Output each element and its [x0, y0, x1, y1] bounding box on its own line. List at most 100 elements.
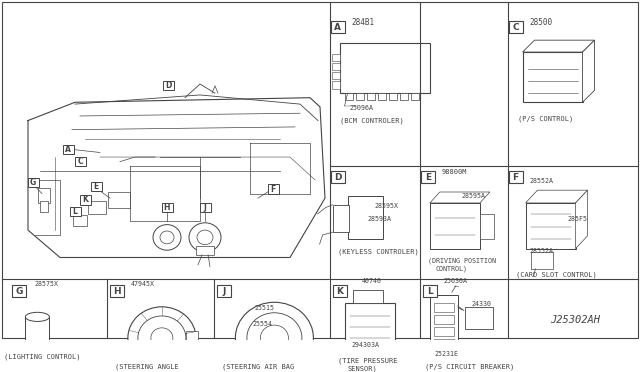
Text: C: C	[512, 23, 519, 32]
Bar	[434, 327, 454, 336]
Ellipse shape	[160, 231, 174, 244]
Text: SENSOR): SENSOR)	[125, 371, 155, 372]
Text: D: D	[334, 173, 341, 182]
Bar	[90, 182, 102, 191]
Text: 25515: 25515	[255, 305, 275, 311]
Bar	[332, 54, 340, 61]
Bar	[340, 43, 429, 93]
Ellipse shape	[189, 223, 221, 252]
Bar	[430, 295, 458, 352]
Bar	[196, 246, 214, 255]
Ellipse shape	[236, 302, 314, 372]
Bar	[378, 93, 385, 100]
Text: E: E	[425, 173, 431, 182]
Text: (STEERING AIR BAG: (STEERING AIR BAG	[223, 363, 294, 369]
Text: H: H	[113, 287, 121, 296]
Bar	[200, 203, 211, 212]
Bar	[268, 185, 278, 193]
Bar	[79, 195, 90, 205]
Ellipse shape	[197, 230, 213, 245]
Bar	[163, 81, 173, 90]
Polygon shape	[575, 190, 588, 248]
Text: L: L	[72, 207, 77, 217]
Bar	[434, 315, 454, 324]
Bar	[356, 93, 364, 100]
Bar	[399, 93, 408, 100]
Text: E: E	[93, 182, 99, 191]
Text: 28595X: 28595X	[374, 202, 399, 209]
Bar	[161, 203, 173, 212]
Bar	[388, 93, 397, 100]
Text: (KEYLESS CONTROLER): (KEYLESS CONTROLER)	[338, 248, 419, 255]
Ellipse shape	[260, 325, 289, 351]
Text: (TIRE PRESSURE: (TIRE PRESSURE	[338, 357, 397, 364]
Ellipse shape	[128, 307, 196, 369]
Polygon shape	[525, 190, 588, 203]
Text: L: L	[427, 287, 433, 296]
Text: 284B1: 284B1	[351, 18, 375, 27]
Text: G: G	[15, 287, 23, 296]
Text: 28552A: 28552A	[529, 248, 554, 254]
Text: 28500: 28500	[529, 18, 553, 27]
Polygon shape	[582, 40, 595, 102]
Bar	[509, 22, 522, 33]
Text: (DRIVING POSITION: (DRIVING POSITION	[428, 257, 496, 264]
Text: (STEERING ANGLE: (STEERING ANGLE	[115, 363, 179, 369]
Polygon shape	[430, 192, 490, 203]
Text: 285F5: 285F5	[568, 216, 588, 222]
Text: CONTROL): CONTROL)	[436, 266, 468, 272]
Text: F: F	[270, 185, 276, 193]
Bar	[218, 285, 232, 297]
Bar	[12, 285, 26, 297]
Bar	[434, 339, 454, 348]
Bar	[63, 145, 74, 154]
Text: J25302AH: J25302AH	[550, 315, 600, 325]
Text: SENSOR): SENSOR)	[348, 366, 378, 372]
Bar	[70, 207, 81, 217]
Text: K: K	[336, 287, 343, 296]
Text: 28595A: 28595A	[462, 193, 486, 199]
Text: K: K	[82, 195, 88, 205]
Bar	[332, 63, 340, 70]
Bar	[465, 307, 493, 329]
Text: 47945X: 47945X	[131, 281, 155, 287]
Text: 294303A: 294303A	[351, 342, 380, 348]
Text: H: H	[164, 203, 170, 212]
Text: 98800M: 98800M	[442, 169, 467, 175]
Bar	[331, 171, 344, 183]
Ellipse shape	[138, 316, 186, 360]
Text: (LIGHTING CONTROL): (LIGHTING CONTROL)	[4, 354, 81, 360]
Text: 24330: 24330	[472, 301, 492, 307]
Bar	[29, 341, 45, 355]
Text: 28575X: 28575X	[34, 281, 58, 287]
Bar	[387, 343, 403, 360]
Text: J: J	[204, 203, 207, 212]
Ellipse shape	[247, 313, 302, 363]
Ellipse shape	[153, 225, 181, 250]
Bar	[423, 285, 437, 297]
Text: G: G	[30, 178, 36, 187]
Bar	[38, 188, 50, 203]
Text: 28552A: 28552A	[529, 178, 554, 184]
Bar	[110, 285, 124, 297]
Bar	[525, 203, 575, 248]
Bar	[26, 317, 49, 343]
Text: (P/S CONTROL): (P/S CONTROL)	[518, 116, 573, 122]
Bar	[411, 93, 419, 100]
Text: 25630A: 25630A	[444, 278, 468, 284]
Bar	[344, 303, 395, 347]
Bar	[74, 157, 86, 166]
Bar	[344, 93, 353, 100]
Bar	[531, 252, 552, 269]
Bar	[367, 93, 374, 100]
Bar	[108, 192, 130, 208]
Bar	[434, 303, 454, 312]
Text: J: J	[223, 287, 226, 296]
Text: 40740: 40740	[362, 278, 381, 284]
Bar	[333, 285, 347, 297]
Bar	[331, 22, 344, 33]
Bar	[332, 72, 340, 80]
Bar	[421, 171, 435, 183]
Bar	[480, 214, 494, 240]
Polygon shape	[522, 40, 595, 52]
